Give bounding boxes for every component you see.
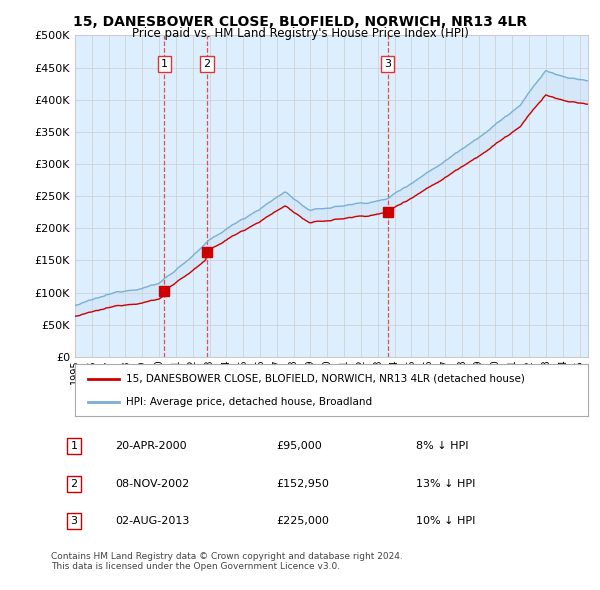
Text: £152,950: £152,950 (277, 478, 329, 489)
Text: £95,000: £95,000 (277, 441, 322, 451)
Text: £225,000: £225,000 (277, 516, 329, 526)
Text: HPI: Average price, detached house, Broadland: HPI: Average price, detached house, Broa… (127, 398, 373, 408)
Text: 08-NOV-2002: 08-NOV-2002 (115, 478, 190, 489)
Text: 02-AUG-2013: 02-AUG-2013 (115, 516, 190, 526)
Text: 3: 3 (71, 516, 77, 526)
Text: 10% ↓ HPI: 10% ↓ HPI (416, 516, 476, 526)
Text: 2: 2 (203, 60, 211, 70)
Text: Contains HM Land Registry data © Crown copyright and database right 2024.
This d: Contains HM Land Registry data © Crown c… (51, 552, 403, 571)
Text: 13% ↓ HPI: 13% ↓ HPI (416, 478, 476, 489)
Text: 1: 1 (161, 60, 167, 70)
Text: 20-APR-2000: 20-APR-2000 (115, 441, 187, 451)
Text: 15, DANESBOWER CLOSE, BLOFIELD, NORWICH, NR13 4LR (detached house): 15, DANESBOWER CLOSE, BLOFIELD, NORWICH,… (127, 373, 525, 384)
Text: 3: 3 (384, 60, 391, 70)
Text: 1: 1 (71, 441, 77, 451)
Text: 15, DANESBOWER CLOSE, BLOFIELD, NORWICH, NR13 4LR: 15, DANESBOWER CLOSE, BLOFIELD, NORWICH,… (73, 15, 527, 29)
Text: 2: 2 (71, 478, 77, 489)
Text: 8% ↓ HPI: 8% ↓ HPI (416, 441, 469, 451)
Text: Price paid vs. HM Land Registry's House Price Index (HPI): Price paid vs. HM Land Registry's House … (131, 27, 469, 40)
